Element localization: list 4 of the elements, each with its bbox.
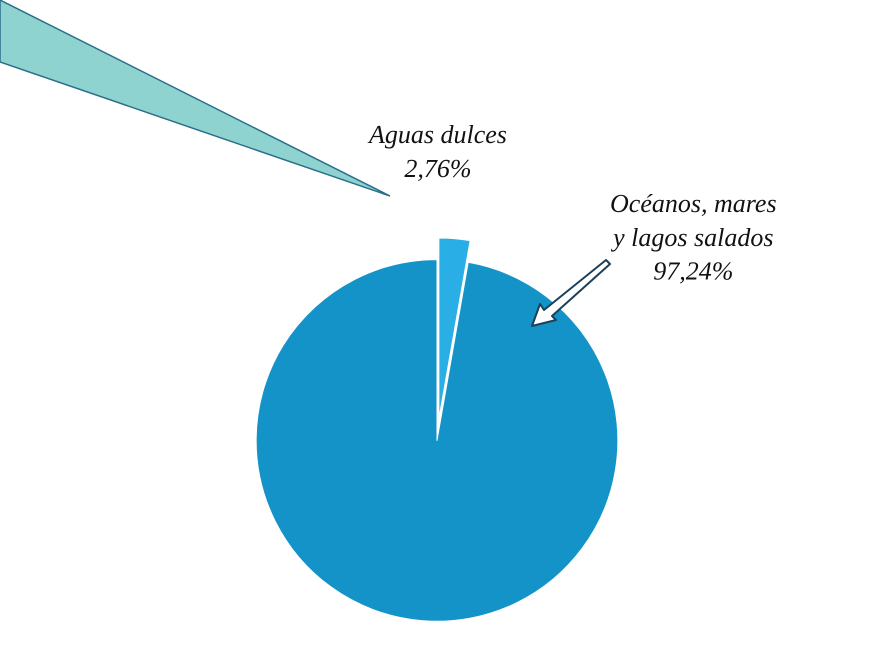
data-label: 2,76%: [404, 154, 472, 183]
slice-label: Aguas dulces: [367, 120, 507, 149]
data-label: 97,24%: [653, 256, 734, 286]
slice-label: Océanos, mares y lagos salados: [610, 189, 777, 252]
